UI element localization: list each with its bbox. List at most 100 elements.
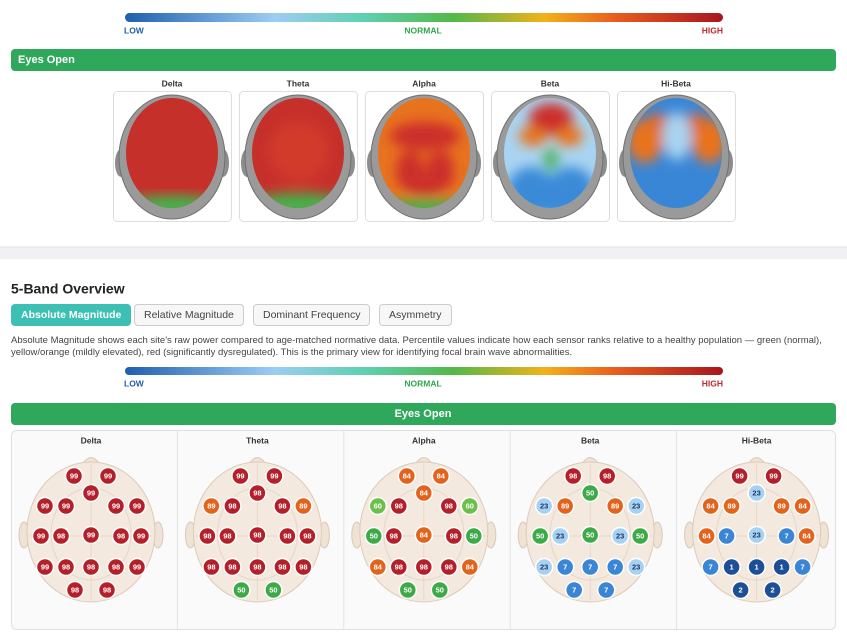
tab[interactable]: Absolute Magnitude [11, 304, 132, 326]
band-label: Beta [581, 435, 600, 445]
electrode [530, 526, 550, 546]
electrode [131, 526, 151, 546]
topomap [241, 94, 355, 220]
electrode-value: 98 [390, 531, 398, 540]
color-scale [125, 367, 723, 375]
topomap-blob [687, 113, 707, 129]
topomap-blob [529, 103, 573, 135]
electrode [414, 525, 434, 545]
electrode-value: 23 [752, 488, 760, 497]
electrode [534, 496, 554, 516]
electrode [793, 557, 812, 577]
electrode [65, 580, 85, 600]
electrode-value: 99 [769, 471, 777, 480]
electrode [51, 526, 71, 546]
electrode-value: 89 [727, 501, 735, 510]
topomap-fill [630, 98, 722, 208]
electrode [278, 526, 297, 546]
electrode-value: 84 [437, 471, 446, 480]
electrode-value: 23 [752, 530, 760, 539]
electrode-value: 50 [586, 530, 594, 539]
electrode [763, 580, 782, 600]
topomap-blobs [630, 112, 722, 163]
condition-title: Eyes Open [18, 54, 75, 66]
electrode-value: 98 [303, 531, 311, 540]
electrode-value: 98 [57, 531, 65, 540]
electrode [97, 580, 117, 600]
electrode [384, 526, 404, 546]
electrode-value: 99 [87, 530, 95, 539]
electrode [223, 557, 242, 577]
electrode [389, 557, 409, 577]
topomap-blob [519, 126, 547, 146]
electrode [596, 580, 616, 600]
electrode-value: 98 [228, 562, 236, 571]
tab[interactable]: Dominant Frequency [253, 304, 371, 326]
electrode [610, 526, 630, 546]
electrode-value: 60 [466, 501, 474, 510]
electrode-value: 2 [771, 585, 775, 594]
electrode [555, 496, 575, 516]
electrode-value: 99 [41, 562, 49, 571]
topomap [493, 94, 607, 220]
electrode-value: 7 [572, 585, 576, 594]
electrode [626, 557, 646, 577]
electrode-value: 98 [103, 585, 111, 594]
electrode [223, 496, 242, 516]
topomap [115, 94, 229, 220]
electrode [202, 496, 221, 516]
electrode [464, 526, 484, 546]
electrode [730, 466, 749, 486]
electrode [460, 557, 480, 577]
electrode [701, 496, 720, 516]
electrode [439, 557, 459, 577]
electrode [460, 496, 480, 516]
scale-normal: NORMAL [404, 378, 441, 388]
electrode [35, 557, 55, 577]
electrode-value: 89 [611, 501, 619, 510]
electrode-value: 50 [586, 488, 594, 497]
electrode-value: 84 [374, 562, 383, 571]
electrode-value: 50 [269, 585, 277, 594]
electrode [368, 496, 388, 516]
electrode [31, 526, 51, 546]
scale-high: HIGH [702, 378, 723, 388]
electrode-value: 98 [87, 562, 95, 571]
tab[interactable]: Relative Magnitude [134, 304, 244, 326]
color-scale [125, 13, 723, 22]
electrode [106, 496, 126, 516]
electrode [56, 496, 76, 516]
electrode-value: 99 [87, 488, 95, 497]
electrode-value: 98 [395, 501, 403, 510]
electrode-value: 1 [780, 562, 784, 571]
electrode [717, 526, 736, 546]
electrode [722, 557, 741, 577]
electrode-value: 99 [37, 531, 45, 540]
electrode-value: 98 [253, 562, 261, 571]
electrode [793, 496, 812, 516]
electrode [264, 580, 283, 600]
electrode-value: 99 [62, 501, 70, 510]
electrode [35, 496, 55, 516]
electrode-value: 99 [70, 471, 78, 480]
electrode-value: 89 [561, 501, 569, 510]
electrode-value: 99 [270, 471, 278, 480]
topomap [367, 94, 481, 220]
electrode [202, 557, 221, 577]
electrode-value: 98 [445, 501, 453, 510]
band-label: Beta [541, 78, 560, 88]
tab[interactable]: Asymmetry [379, 304, 452, 326]
electrode [701, 557, 720, 577]
electrode-value: 98 [253, 488, 261, 497]
electrode-value: 98 [112, 562, 120, 571]
electrode-value: 50 [436, 585, 444, 594]
electrode-value: 99 [133, 562, 141, 571]
electrode [605, 557, 625, 577]
electrode [64, 466, 84, 486]
electrode [81, 483, 101, 503]
electrode [81, 557, 101, 577]
electrode [630, 526, 650, 546]
electrode [364, 526, 384, 546]
electrode-value: 98 [71, 585, 79, 594]
